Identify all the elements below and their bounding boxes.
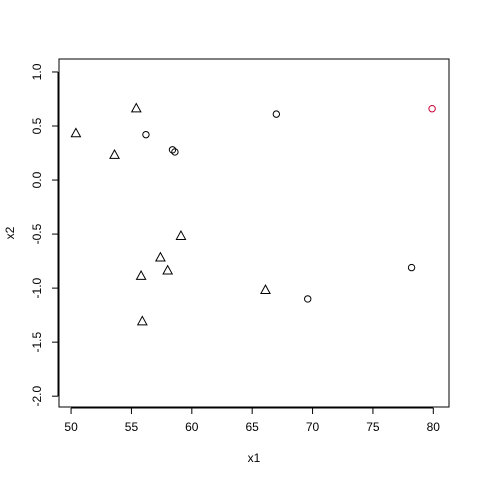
triangle-point bbox=[175, 230, 187, 240]
y-tick-label: 1.0 bbox=[30, 63, 44, 80]
triangle-point bbox=[135, 269, 147, 280]
y-tick-label: -0.5 bbox=[30, 223, 44, 244]
x-tick-label: 65 bbox=[246, 420, 260, 434]
circle-point bbox=[142, 130, 150, 139]
triangle-point bbox=[260, 284, 271, 294]
x-axis: 50 55 60 65 70 75 80 bbox=[64, 407, 441, 434]
y-axis: 1.0 0.5 0.0 -0.5 -1.0 -1.5 -2.0 bbox=[30, 63, 59, 407]
x-axis-title: x1 bbox=[248, 451, 261, 465]
x-tick-label: 75 bbox=[366, 420, 380, 434]
triangle-point bbox=[136, 315, 148, 326]
triangle-point bbox=[130, 102, 142, 113]
highlighted-circle-point bbox=[428, 105, 436, 113]
x-tick-label: 60 bbox=[185, 420, 199, 434]
y-tick-label: -1.5 bbox=[30, 331, 44, 352]
circle-point bbox=[168, 146, 177, 154]
y-axis-title: x2 bbox=[3, 226, 17, 239]
triangle-point bbox=[154, 251, 166, 262]
circle-point bbox=[171, 148, 179, 156]
circle-point bbox=[407, 263, 416, 272]
x-tick-label: 50 bbox=[64, 420, 78, 434]
triangle-point bbox=[162, 264, 174, 275]
x-tick-label: 80 bbox=[427, 420, 441, 434]
y-tick-label: -1.0 bbox=[30, 277, 44, 298]
data-points bbox=[70, 102, 436, 326]
y-tick-label: 0.0 bbox=[30, 171, 44, 188]
y-tick-label: 0.5 bbox=[30, 117, 44, 134]
circle-point bbox=[304, 295, 312, 303]
x-tick-label: 70 bbox=[306, 420, 320, 434]
circle-point bbox=[272, 110, 281, 118]
plot-frame bbox=[58, 58, 450, 408]
x-tick-label: 55 bbox=[125, 420, 139, 434]
y-tick-label: -2.0 bbox=[30, 386, 44, 407]
triangle-point bbox=[109, 148, 120, 159]
triangle-point bbox=[70, 127, 82, 138]
